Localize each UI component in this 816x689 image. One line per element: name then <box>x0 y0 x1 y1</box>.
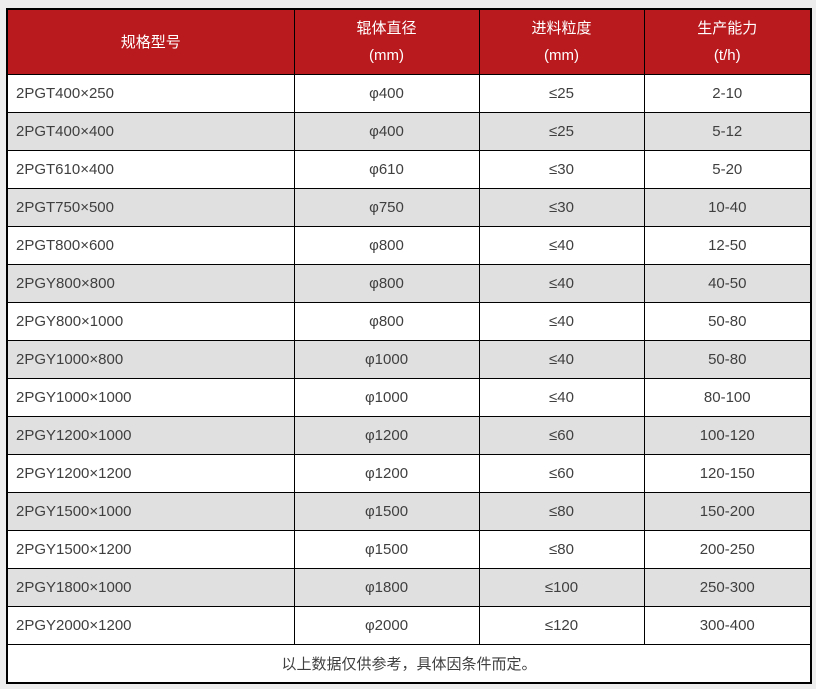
cell-capacity: 50-80 <box>643 340 812 379</box>
table-row: 2PGY1200×1000 φ1200 ≤60 100-120 <box>6 416 812 455</box>
cell-feed-size: ≤30 <box>478 188 645 227</box>
table-row: 2PGY1800×1000 φ1800 ≤100 250-300 <box>6 568 812 607</box>
cell-model: 2PGY1000×1000 <box>6 378 295 417</box>
cell-feed-size: ≤25 <box>478 74 645 113</box>
header-label-feed-size: 进料粒度 <box>531 20 592 37</box>
header-unit-feed-size: (mm) <box>544 47 579 64</box>
header-label-capacity: 生产能力 <box>697 20 758 37</box>
cell-feed-size: ≤80 <box>478 530 645 569</box>
cell-capacity: 10-40 <box>643 188 812 227</box>
cell-capacity: 40-50 <box>643 264 812 303</box>
cell-model: 2PGY1800×1000 <box>6 568 295 607</box>
cell-model: 2PGY800×800 <box>6 264 295 303</box>
cell-capacity: 250-300 <box>643 568 812 607</box>
cell-capacity: 12-50 <box>643 226 812 265</box>
table-row: 2PGT750×500 φ750 ≤30 10-40 <box>6 188 812 227</box>
table-row: 2PGT800×600 φ800 ≤40 12-50 <box>6 226 812 265</box>
cell-feed-size: ≤60 <box>478 454 645 493</box>
cell-roller-diameter: φ1500 <box>293 530 480 569</box>
spec-table: 规格型号 辊体直径 (mm) 进料粒度 (mm) 生产能力 (t/h) 2PGT… <box>6 8 812 684</box>
cell-capacity: 300-400 <box>643 606 812 645</box>
cell-model: 2PGY1000×800 <box>6 340 295 379</box>
cell-feed-size: ≤30 <box>478 150 645 189</box>
cell-roller-diameter: φ1200 <box>293 454 480 493</box>
cell-roller-diameter: φ1800 <box>293 568 480 607</box>
table-row: 2PGY1500×1200 φ1500 ≤80 200-250 <box>6 530 812 569</box>
cell-roller-diameter: φ800 <box>293 302 480 341</box>
table-row: 2PGT400×400 φ400 ≤25 5-12 <box>6 112 812 151</box>
cell-feed-size: ≤100 <box>478 568 645 607</box>
cell-capacity: 5-20 <box>643 150 812 189</box>
footer-note: 以上数据仅供参考，具体因条件而定。 <box>6 644 812 684</box>
header-row: 规格型号 辊体直径 (mm) 进料粒度 (mm) 生产能力 (t/h) <box>6 8 812 75</box>
cell-capacity: 50-80 <box>643 302 812 341</box>
cell-capacity: 2-10 <box>643 74 812 113</box>
cell-model: 2PGY1500×1200 <box>6 530 295 569</box>
table-body: 2PGT400×250 φ400 ≤25 2-10 2PGT400×400 φ4… <box>6 74 812 645</box>
cell-roller-diameter: φ2000 <box>293 606 480 645</box>
header-cell-capacity: 生产能力 (t/h) <box>643 8 812 75</box>
cell-model: 2PGT800×600 <box>6 226 295 265</box>
cell-feed-size: ≤80 <box>478 492 645 531</box>
cell-feed-size: ≤40 <box>478 264 645 303</box>
cell-roller-diameter: φ1000 <box>293 340 480 379</box>
table-row: 2PGY1000×1000 φ1000 ≤40 80-100 <box>6 378 812 417</box>
cell-model: 2PGY1200×1000 <box>6 416 295 455</box>
cell-capacity: 100-120 <box>643 416 812 455</box>
cell-model: 2PGY1500×1000 <box>6 492 295 531</box>
cell-roller-diameter: φ750 <box>293 188 480 227</box>
cell-roller-diameter: φ1500 <box>293 492 480 531</box>
cell-model: 2PGY1200×1200 <box>6 454 295 493</box>
cell-roller-diameter: φ610 <box>293 150 480 189</box>
header-unit-capacity: (t/h) <box>713 47 741 64</box>
cell-feed-size: ≤120 <box>478 606 645 645</box>
cell-capacity: 80-100 <box>643 378 812 417</box>
footer-row: 以上数据仅供参考，具体因条件而定。 <box>6 644 812 684</box>
header-cell-feed-size: 进料粒度 (mm) <box>478 8 645 75</box>
cell-capacity: 200-250 <box>643 530 812 569</box>
table-footer: 以上数据仅供参考，具体因条件而定。 <box>6 644 812 684</box>
table-row: 2PGY2000×1200 φ2000 ≤120 300-400 <box>6 606 812 645</box>
table-row: 2PGT400×250 φ400 ≤25 2-10 <box>6 74 812 113</box>
header-unit-roller-diameter: (mm) <box>369 47 404 64</box>
cell-feed-size: ≤40 <box>478 226 645 265</box>
cell-feed-size: ≤60 <box>478 416 645 455</box>
cell-roller-diameter: φ800 <box>293 264 480 303</box>
cell-model: 2PGT400×250 <box>6 74 295 113</box>
header-label-model: 规格型号 <box>120 33 181 51</box>
cell-feed-size: ≤40 <box>478 340 645 379</box>
header-label-roller-diameter: 辊体直径 <box>356 20 417 37</box>
cell-roller-diameter: φ1000 <box>293 378 480 417</box>
cell-roller-diameter: φ800 <box>293 226 480 265</box>
cell-model: 2PGY800×1000 <box>6 302 295 341</box>
table-row: 2PGY800×1000 φ800 ≤40 50-80 <box>6 302 812 341</box>
cell-model: 2PGT750×500 <box>6 188 295 227</box>
table-row: 2PGY1500×1000 φ1500 ≤80 150-200 <box>6 492 812 531</box>
cell-model: 2PGT610×400 <box>6 150 295 189</box>
table-row: 2PGY1000×800 φ1000 ≤40 50-80 <box>6 340 812 379</box>
cell-roller-diameter: φ400 <box>293 112 480 151</box>
cell-model: 2PGY2000×1200 <box>6 606 295 645</box>
cell-capacity: 5-12 <box>643 112 812 151</box>
cell-roller-diameter: φ1200 <box>293 416 480 455</box>
cell-feed-size: ≤40 <box>478 302 645 341</box>
table-row: 2PGT610×400 φ610 ≤30 5-20 <box>6 150 812 189</box>
cell-capacity: 120-150 <box>643 454 812 493</box>
cell-feed-size: ≤25 <box>478 112 645 151</box>
table-row: 2PGY1200×1200 φ1200 ≤60 120-150 <box>6 454 812 493</box>
header-cell-model: 规格型号 <box>6 8 295 75</box>
cell-capacity: 150-200 <box>643 492 812 531</box>
cell-model: 2PGT400×400 <box>6 112 295 151</box>
table-row: 2PGY800×800 φ800 ≤40 40-50 <box>6 264 812 303</box>
header-cell-roller-diameter: 辊体直径 (mm) <box>293 8 480 75</box>
cell-roller-diameter: φ400 <box>293 74 480 113</box>
table-header: 规格型号 辊体直径 (mm) 进料粒度 (mm) 生产能力 (t/h) <box>6 8 812 75</box>
cell-feed-size: ≤40 <box>478 378 645 417</box>
